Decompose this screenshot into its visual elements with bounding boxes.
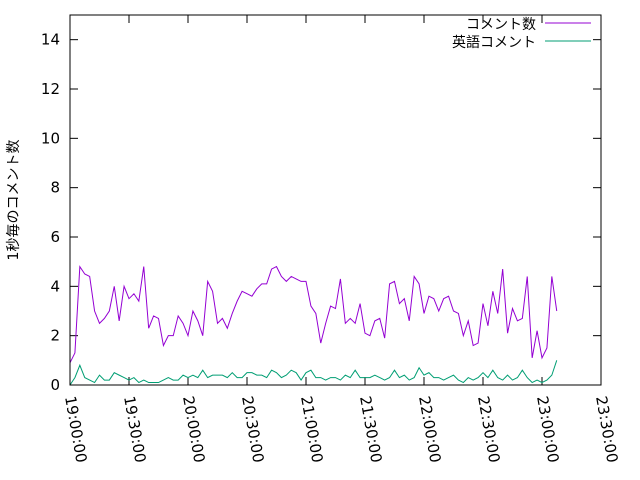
y-tick-label: 6	[50, 228, 60, 246]
plot-area-frame	[69, 14, 602, 386]
y-tick-label: 14	[41, 31, 60, 49]
y-tick-label: 12	[41, 80, 60, 98]
y-axis-label: 1秒毎のコメント数	[6, 140, 22, 261]
series-line-1	[69, 360, 558, 386]
y-tick-label: 2	[50, 327, 60, 345]
legend-label-comments: コメント数	[466, 17, 536, 33]
y-tick-label: 0	[50, 376, 60, 394]
y-tick-label: 4	[50, 277, 60, 295]
legend-label-english-comments: 英語コメント	[452, 34, 536, 51]
y-tick-label: 10	[41, 129, 60, 147]
y-axis-ticks: 0 2 4 6 8 10 12 14	[41, 31, 601, 394]
series-lines	[69, 265, 558, 386]
series-line-0	[69, 265, 558, 364]
legend: コメント数 英語コメント	[452, 17, 591, 51]
y-tick-label: 8	[50, 179, 60, 197]
